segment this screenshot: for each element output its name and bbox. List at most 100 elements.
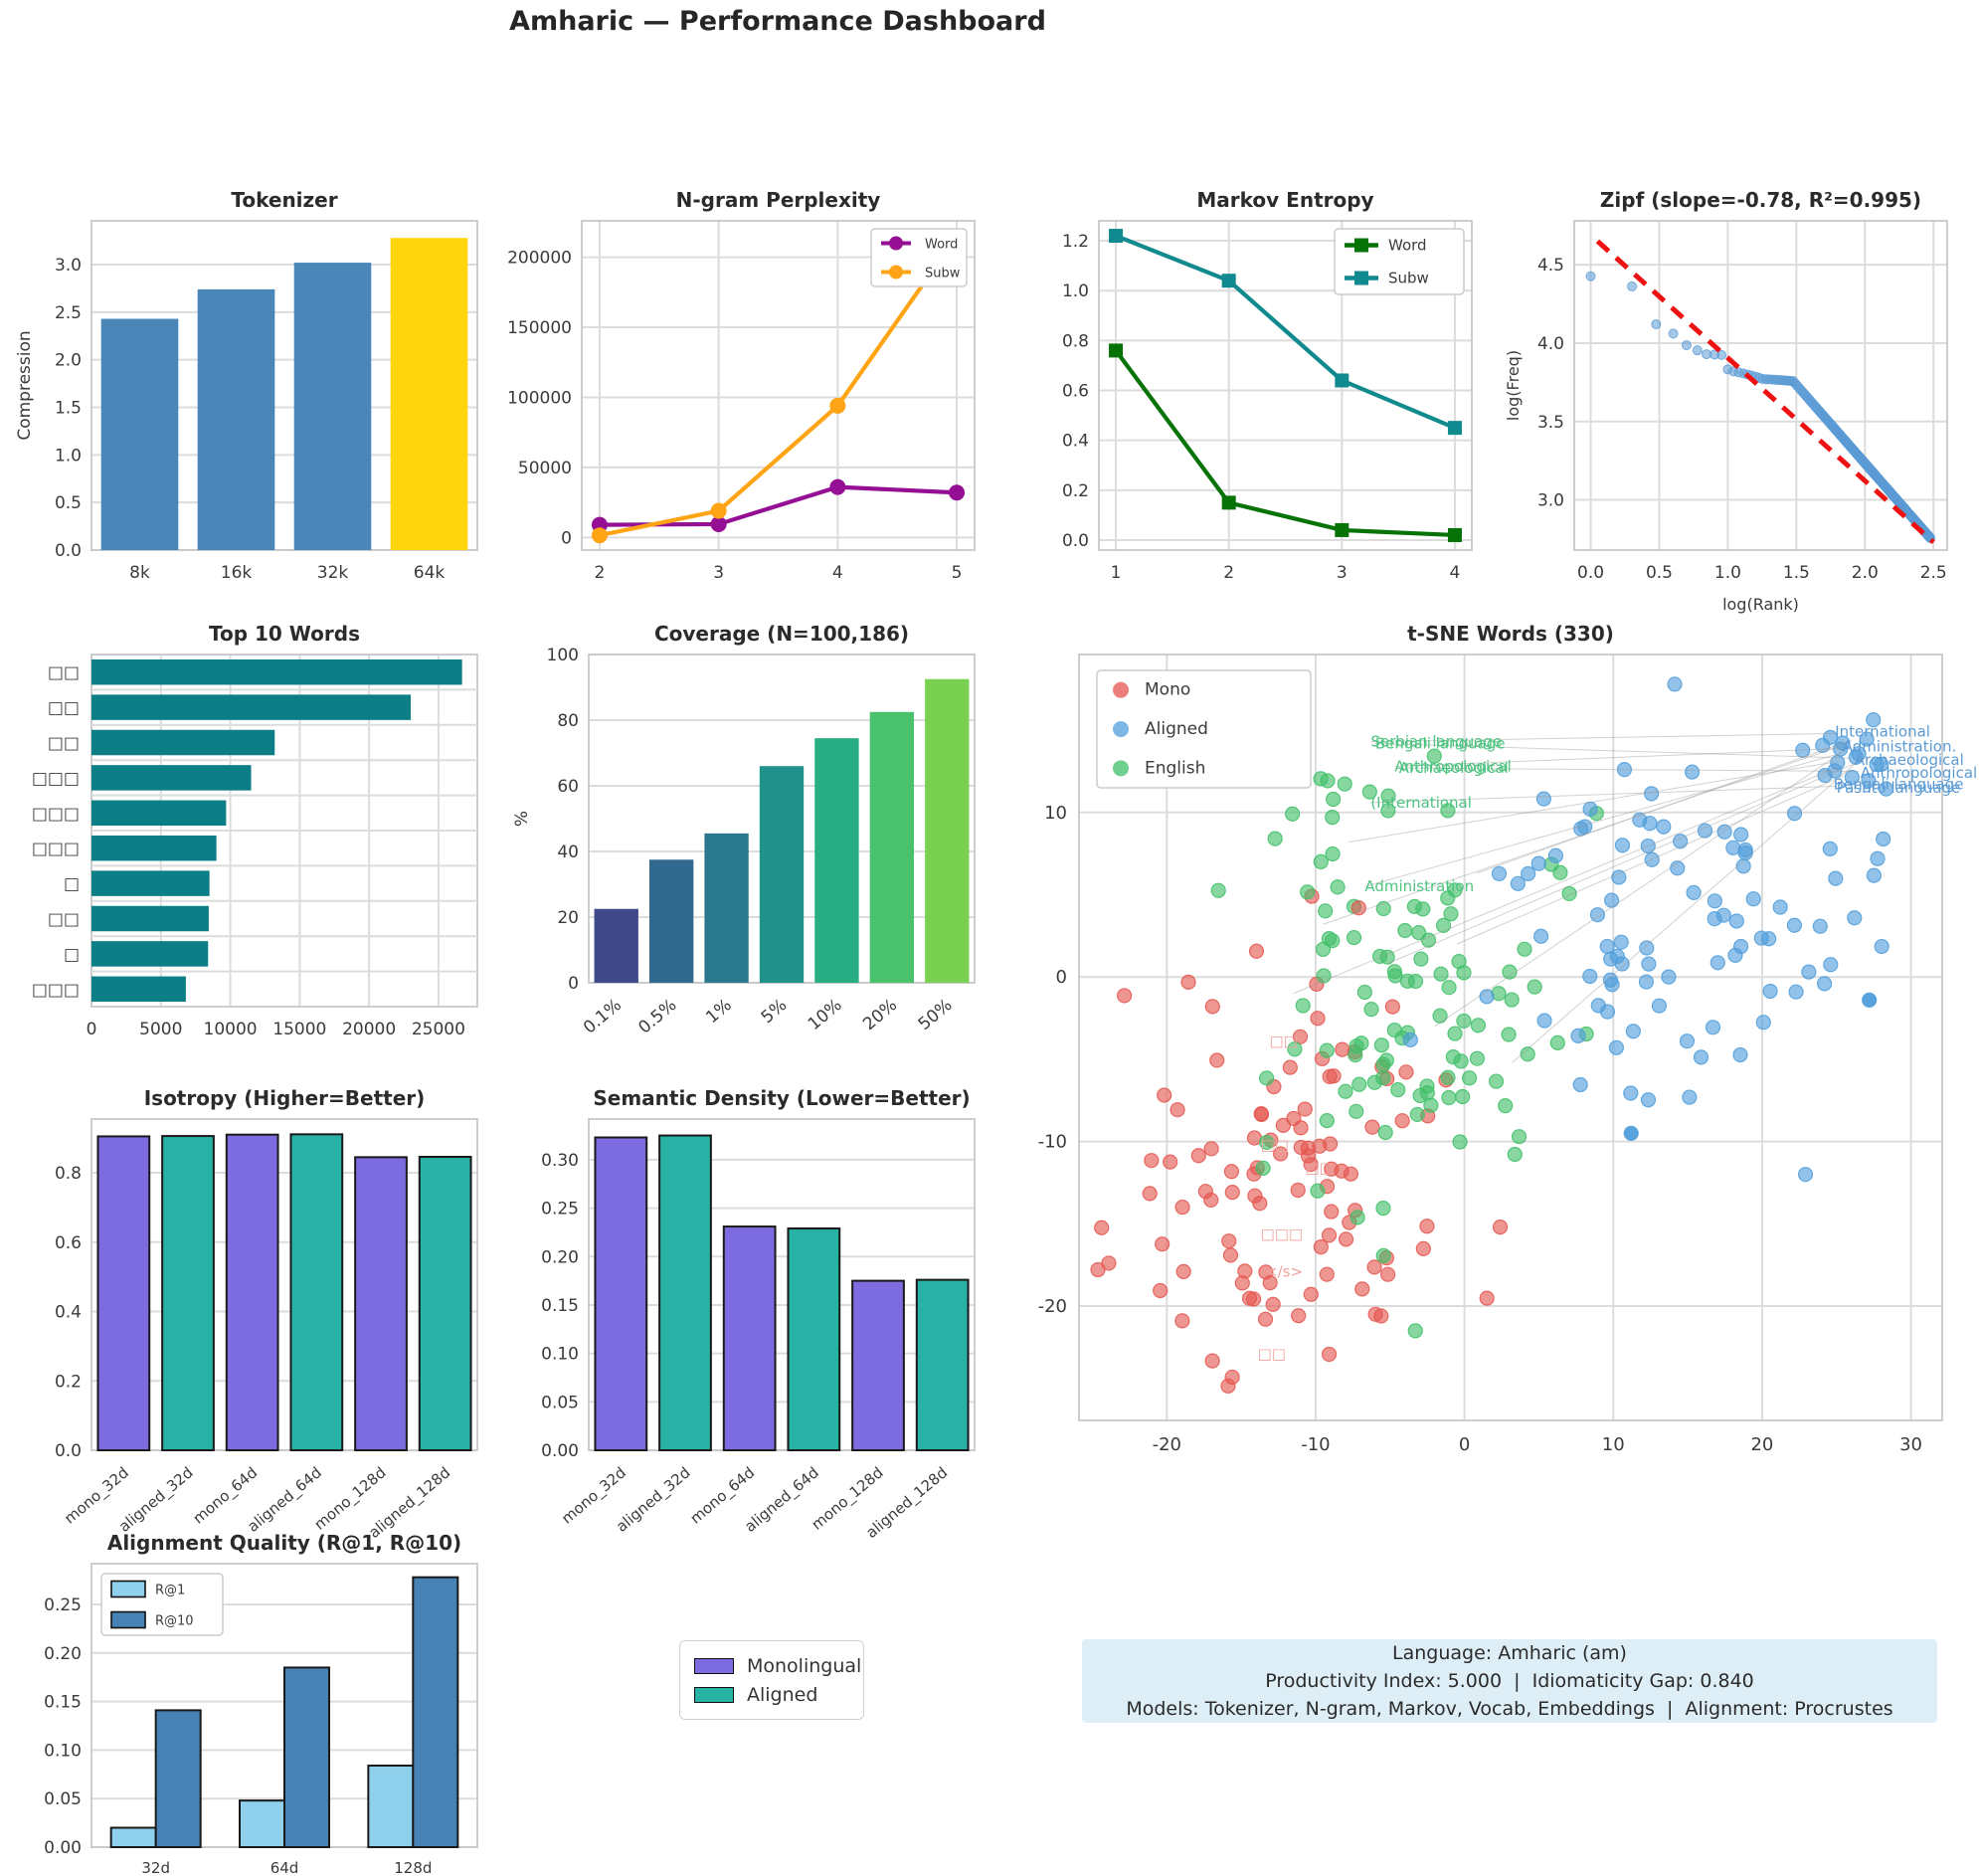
svg-text:□□□: □□□ (32, 804, 80, 824)
svg-text:1.5: 1.5 (1783, 563, 1810, 583)
svg-text:0.25: 0.25 (541, 1200, 579, 1219)
svg-text:Anthropological: Anthropological (1861, 764, 1978, 782)
svg-text:□: □ (64, 874, 80, 894)
svg-text:25000: 25000 (412, 1020, 465, 1039)
svg-text:</s>: </s> (1265, 1262, 1303, 1280)
svg-text:40: 40 (557, 843, 579, 862)
legend-item-aligned: Aligned (694, 1680, 863, 1709)
svg-text:80: 80 (557, 711, 579, 731)
svg-text:2: 2 (1223, 563, 1234, 583)
svg-text:20000: 20000 (342, 1020, 396, 1039)
chart-zipf: Zipf (slope=-0.78, R²=0.995) 3.0 3.5 4.0 4.5… (1504, 188, 1948, 614)
svg-text:3.0: 3.0 (55, 256, 82, 276)
svg-text:□□□: □□□ (32, 769, 80, 789)
svg-text:-10: -10 (1301, 1434, 1330, 1455)
svg-text:□□: □□ (1261, 1136, 1289, 1154)
svg-text:□□: □□ (48, 698, 80, 718)
svg-text:3: 3 (1337, 563, 1348, 583)
svg-text:1.2: 1.2 (1062, 232, 1089, 252)
svg-text:N-gram Perplexity: N-gram Perplexity (676, 188, 881, 212)
svg-text:16k: 16k (221, 563, 253, 583)
chart-topwords: Top 10 Words□□□□□□□□□□□□□□□□□□□□□□0 5000 1… (32, 622, 478, 1039)
svg-text:□□: □□ (48, 734, 80, 754)
svg-text:Aligned: Aligned (1145, 719, 1208, 739)
svg-text:0.8: 0.8 (55, 1164, 82, 1184)
svg-text:International: International (1835, 723, 1930, 741)
svg-text:0: 0 (87, 1020, 97, 1039)
svg-text:R@1: R@1 (155, 1584, 185, 1598)
svg-text:10: 10 (1602, 1434, 1625, 1455)
svg-text:0.00: 0.00 (44, 1838, 82, 1858)
monolingual-label: Monolingual (747, 1654, 862, 1677)
svg-text:Serbian language: Serbian language (1370, 733, 1502, 751)
svg-text:□: □ (64, 945, 80, 965)
svg-text:□□□: □□□ (32, 980, 80, 1000)
svg-text:64d: 64d (270, 1859, 299, 1876)
svg-text:2.0: 2.0 (55, 351, 82, 371)
svg-text:4.0: 4.0 (1537, 334, 1564, 354)
svg-text:0.4: 0.4 (55, 1303, 82, 1323)
svg-text:0: 0 (568, 974, 579, 994)
svg-text:Alignment Quality (R@1, R@10): Alignment Quality (R@1, R@10) (107, 1531, 461, 1555)
svg-text:□□: □□ (1305, 1159, 1333, 1177)
svg-text:200000: 200000 (507, 249, 572, 269)
svg-text:%: % (512, 811, 532, 827)
svg-text:0.10: 0.10 (44, 1741, 82, 1761)
svg-text:0.2: 0.2 (55, 1372, 82, 1392)
svg-text:-10: -10 (1038, 1132, 1067, 1153)
svg-text:Pashto language: Pashto language (1837, 779, 1961, 797)
svg-text:English: English (1145, 758, 1205, 778)
svg-text:0.6: 0.6 (1062, 382, 1089, 402)
svg-text:20: 20 (1750, 1434, 1773, 1455)
svg-text:10: 10 (1044, 803, 1067, 824)
svg-text:4: 4 (832, 563, 843, 583)
svg-text:5%: 5% (758, 996, 792, 1029)
svg-text:□□: □□ (48, 663, 80, 683)
svg-text:Tokenizer: Tokenizer (231, 188, 337, 212)
svg-text:100000: 100000 (507, 388, 572, 408)
svg-text:0.25: 0.25 (44, 1595, 82, 1615)
chart-markov: Markov Entropy 0.0 0.2 0.4 0.6 0.8 1.0 1.2 1 2 3 4 W… (1062, 188, 1473, 583)
chart-coverage: Coverage (N=100,186) 0 20 40 60 80 100 0.1% 0.5%… (512, 622, 976, 1038)
svg-text:1.0: 1.0 (1062, 281, 1089, 301)
svg-text:10000: 10000 (204, 1020, 258, 1039)
chart-density: Semantic Density (Lower=Better) 0.00 0.05 0… (541, 1086, 976, 1543)
chart-isotropy: Isotropy (Higher=Better)0.00.20.40.60.8m… (55, 1086, 478, 1543)
svg-text:□□: □□ (1270, 1032, 1298, 1050)
svg-text:0.15: 0.15 (541, 1296, 579, 1316)
svg-text:Bengali language: Bengali language (1834, 776, 1964, 794)
svg-text:0.15: 0.15 (44, 1693, 82, 1713)
svg-text:1.0: 1.0 (55, 446, 82, 466)
svg-text:50%: 50% (915, 996, 957, 1035)
svg-text:0.0: 0.0 (1577, 563, 1604, 583)
chart-alignment: Alignment Quality (R@1, R@10) 0.00 0.05 0.1… (44, 1531, 478, 1876)
svg-text:1.5: 1.5 (55, 399, 82, 419)
svg-text:3.5: 3.5 (1537, 413, 1564, 433)
svg-text:20: 20 (557, 908, 579, 928)
svg-text:1.0: 1.0 (1714, 563, 1741, 583)
svg-text:log(Rank): log(Rank) (1722, 595, 1799, 614)
svg-text:0.6: 0.6 (55, 1233, 82, 1253)
chart-ngram: N-gram Perplexity 0 50000 100000 150000 20000… (507, 188, 976, 583)
svg-text:32d: 32d (141, 1859, 170, 1876)
svg-text:0.2: 0.2 (1062, 481, 1089, 501)
svg-text:0.0: 0.0 (55, 541, 82, 561)
svg-text:3.0: 3.0 (1537, 491, 1564, 511)
svg-text:-20: -20 (1038, 1296, 1067, 1317)
svg-text:log(Freq): log(Freq) (1504, 350, 1523, 421)
svg-text:Archaeological: Archaeological (1399, 759, 1509, 777)
legend-item-monolingual: Monolingual (694, 1651, 863, 1680)
svg-text:32k: 32k (317, 563, 349, 583)
svg-text:(International: (International (1370, 794, 1472, 812)
svg-text:5: 5 (952, 563, 963, 583)
svg-text:0: 0 (561, 528, 572, 548)
svg-text:10%: 10% (805, 996, 846, 1035)
svg-text:0.5: 0.5 (1646, 563, 1673, 583)
svg-text:1: 1 (1111, 563, 1122, 583)
svg-text:□□: □□ (1258, 1345, 1286, 1363)
chart-tsne: t-SNE Words (330) -20 -10 0 10 -20 -10 0 10 20 30 S… (1038, 622, 1978, 1455)
svg-text:0.0: 0.0 (1062, 531, 1089, 551)
svg-text:Mono: Mono (1145, 680, 1190, 700)
